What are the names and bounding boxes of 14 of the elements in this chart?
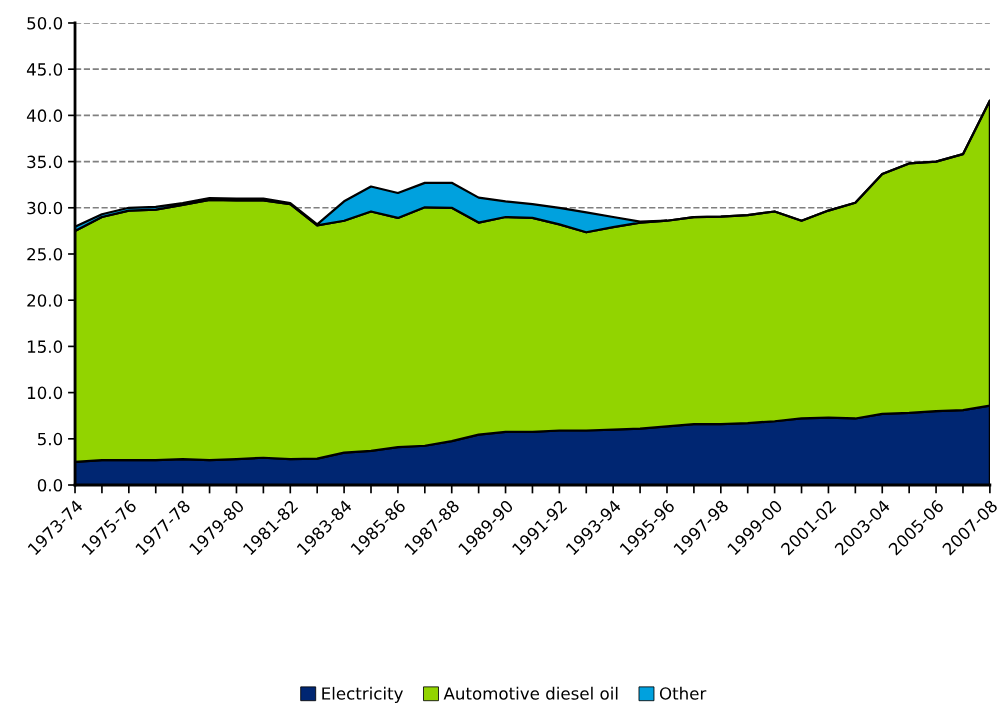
y-tick-label: 20.0 <box>27 294 63 307</box>
y-tick-label: 10.0 <box>27 386 63 400</box>
legend-label: Other <box>659 686 707 700</box>
y-tick-label: 50.0 <box>27 16 63 30</box>
y-tick-label: 30.0 <box>27 201 63 215</box>
legend-label: Automotive diesel oil <box>443 686 618 700</box>
y-tick-label: 45.0 <box>26 63 63 76</box>
y-tick-label: 35.0 <box>27 155 63 169</box>
y-tick-label: 5.0 <box>38 432 63 446</box>
y-tick-label: 40.0 <box>26 109 63 122</box>
y-tick-label: 25.0 <box>27 247 63 261</box>
legend-label: Electricity <box>322 686 403 703</box>
y-tick-label: 15.0 <box>27 340 63 353</box>
y-tick-label: 0.0 <box>37 478 63 492</box>
